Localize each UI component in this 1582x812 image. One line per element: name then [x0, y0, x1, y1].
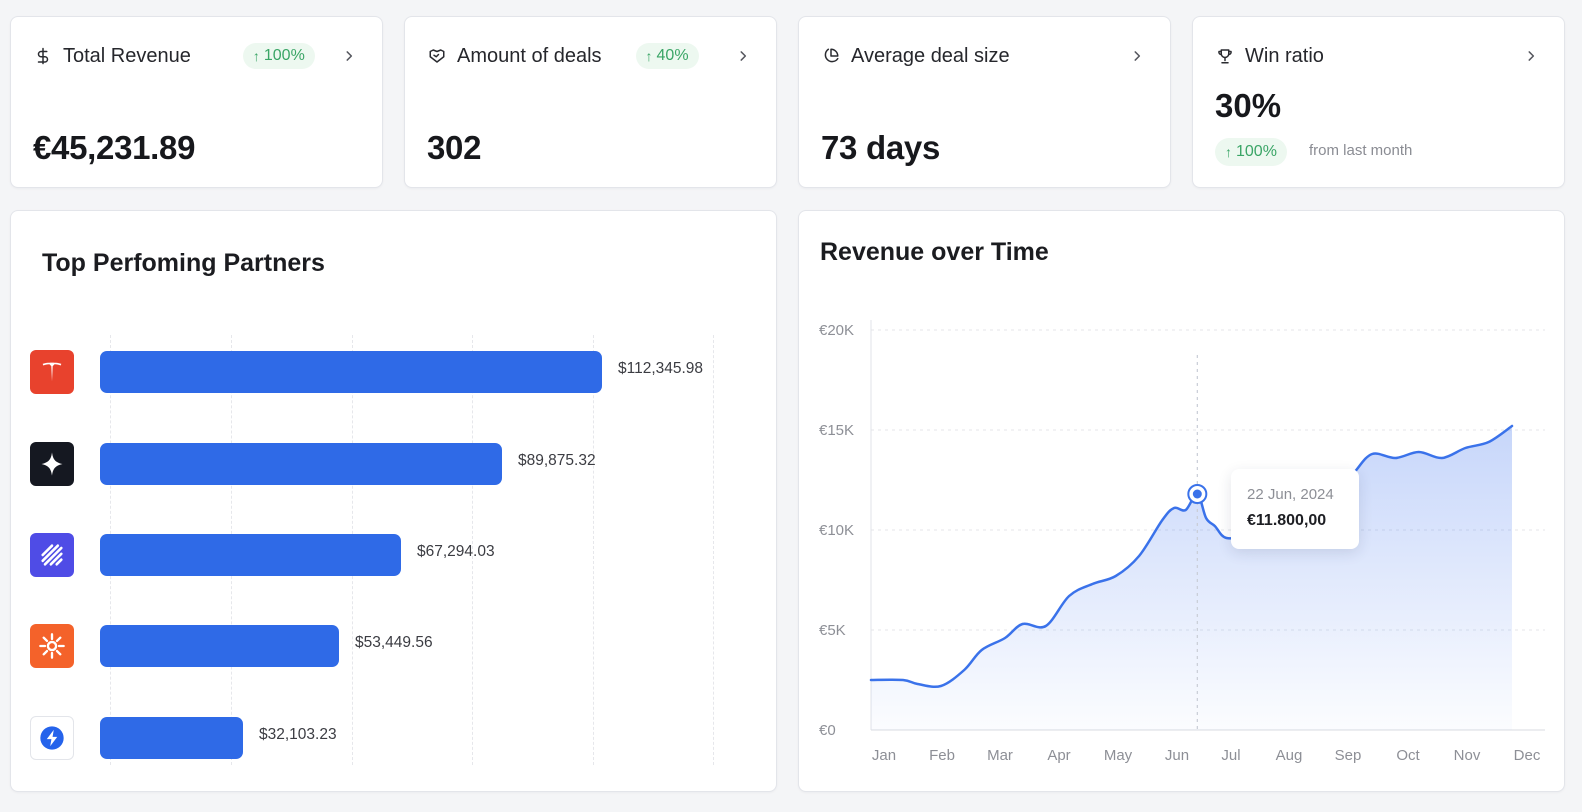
chevron-right-icon[interactable]: [1126, 43, 1148, 69]
chevron-right-icon[interactable]: [732, 43, 754, 69]
partner-row[interactable]: $53,449.56: [30, 624, 730, 668]
kpi-value: 302: [427, 129, 482, 166]
chevron-right-icon[interactable]: [1520, 43, 1542, 69]
sparkle-logo-icon: [30, 442, 74, 486]
y-tick-label: €5K: [819, 622, 846, 639]
kpi-card-win-ratio[interactable]: Win ratio 30% ↑ 100% from last month: [1192, 16, 1565, 188]
x-tick-label: Jul: [1221, 747, 1240, 764]
y-tick-label: €10K: [819, 522, 854, 539]
x-tick-label: Dec: [1514, 747, 1541, 764]
arrow-up-icon: ↑: [252, 48, 260, 64]
kpi-card-average-deal-size[interactable]: Average deal size 73 days: [798, 16, 1171, 188]
trend-subtext: from last month: [1309, 142, 1413, 159]
kpi-value: 73 days: [821, 129, 940, 166]
partner-row[interactable]: $112,345.98: [30, 350, 730, 394]
kpi-title: Win ratio: [1245, 44, 1324, 67]
grid-line: [593, 335, 594, 765]
kpi-title: Amount of deals: [457, 44, 602, 67]
tesla-logo-icon: [30, 350, 74, 394]
partner-value: $112,345.98: [618, 360, 704, 377]
x-tick-label: Jun: [1165, 747, 1189, 764]
kpi-card-amount-of-deals[interactable]: Amount of deals ↑ 40% 302: [404, 16, 777, 188]
partner-row[interactable]: $32,103.23: [30, 716, 730, 760]
x-tick-label: Jan: [872, 747, 896, 764]
kpi-value: €45,231.89: [33, 129, 196, 166]
badge-label: 100%: [1236, 143, 1277, 160]
trend-badge: ↑ 40%: [635, 43, 699, 69]
partner-row[interactable]: $89,875.32: [30, 442, 730, 486]
tooltip-date: 22 Jun, 2024: [1247, 486, 1334, 503]
partner-bar: [100, 625, 339, 667]
panel-title: Revenue over Time: [820, 238, 1049, 266]
partner-value: $32,103.23: [259, 726, 337, 743]
handshake-icon: [427, 46, 447, 66]
partner-value: $53,449.56: [355, 634, 433, 651]
partner-bar: [100, 717, 243, 759]
badge-label: 100%: [263, 47, 305, 64]
x-tick-label: Sep: [1335, 747, 1362, 764]
kpi-title: Average deal size: [851, 44, 1010, 67]
y-tick-label: €20K: [819, 322, 854, 339]
sun-logo-icon: [30, 624, 74, 668]
x-tick-label: Apr: [1047, 747, 1070, 764]
kpi-title: Total Revenue: [63, 44, 191, 67]
panel-title: Top Perfoming Partners: [42, 249, 325, 277]
bolt-logo-icon: [30, 716, 74, 760]
trend-badge: ↑ 100%: [1215, 138, 1287, 166]
chevron-right-icon[interactable]: [338, 43, 360, 69]
kpi-card-total-revenue[interactable]: Total Revenue ↑ 100% €45,231.89: [10, 16, 383, 188]
x-tick-label: Aug: [1276, 747, 1303, 764]
hover-point-center: [1192, 489, 1202, 499]
dollar-icon: [33, 46, 53, 66]
chart-tooltip: 22 Jun, 2024 €11.800,00: [1231, 469, 1359, 549]
arrow-up-icon: ↑: [1225, 144, 1232, 160]
x-tick-label: Oct: [1396, 747, 1420, 764]
y-tick-label: €15K: [819, 422, 854, 439]
arrow-up-icon: ↑: [645, 48, 653, 64]
trophy-icon: [1215, 46, 1235, 66]
y-tick-label: €0: [819, 722, 836, 739]
partner-value: $89,875.32: [518, 452, 596, 469]
top-partners-panel: [10, 210, 777, 792]
revenue-area: [871, 426, 1512, 730]
x-tick-label: Feb: [929, 747, 955, 764]
kpi-value: 30%: [1215, 87, 1282, 124]
pie-chart-icon: [821, 46, 841, 66]
x-tick-label: May: [1104, 747, 1133, 764]
x-tick-label: Mar: [987, 747, 1013, 764]
x-tick-label: Nov: [1454, 747, 1481, 764]
grid-line: [472, 335, 473, 765]
partner-bar: [100, 351, 602, 393]
partner-bar: [100, 443, 502, 485]
badge-label: 40%: [656, 47, 689, 64]
tooltip-value: €11.800,00: [1247, 512, 1327, 529]
partner-bar: [100, 534, 401, 576]
partner-row[interactable]: $67,294.03: [30, 533, 730, 577]
stripes-logo-icon: [30, 533, 74, 577]
partner-value: $67,294.03: [417, 543, 495, 560]
trend-badge: ↑ 100%: [242, 43, 315, 69]
grid-line: [713, 335, 714, 765]
